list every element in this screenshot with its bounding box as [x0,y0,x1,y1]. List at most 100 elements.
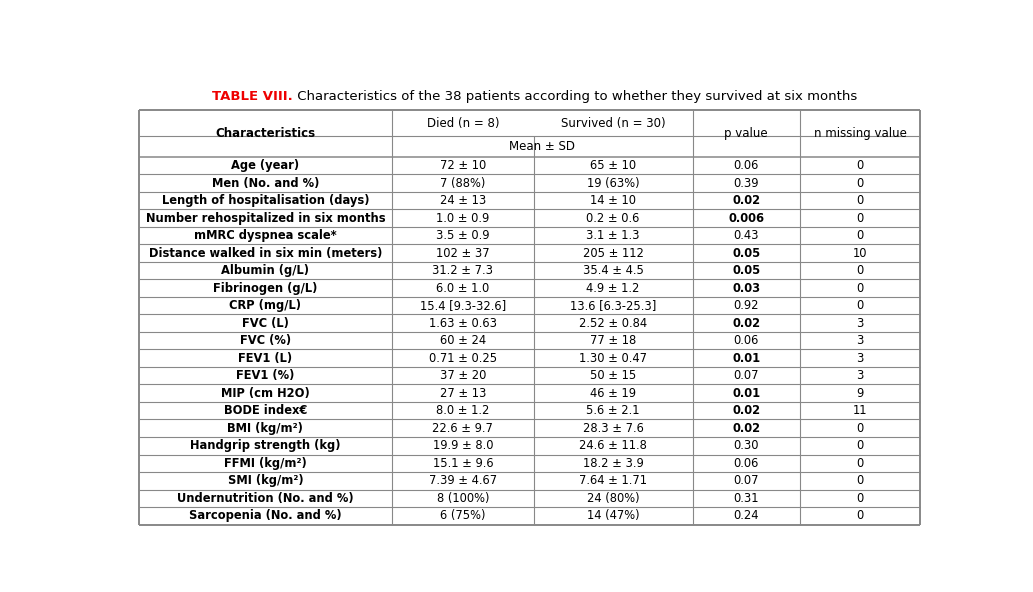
Text: 24.6 ± 11.8: 24.6 ± 11.8 [580,439,647,452]
Text: 0: 0 [856,194,864,207]
Text: 37 ± 20: 37 ± 20 [440,369,487,382]
Text: Albumin (g/L): Albumin (g/L) [221,264,309,277]
Text: 0.31: 0.31 [733,492,759,505]
Text: Number rehospitalized in six months: Number rehospitalized in six months [146,211,385,224]
Text: 0.39: 0.39 [733,176,759,189]
Text: 0: 0 [856,439,864,452]
Text: 0.06: 0.06 [733,457,759,470]
Text: BODE index€: BODE index€ [224,404,307,417]
Text: 8 (100%): 8 (100%) [437,492,489,505]
Text: 65 ± 10: 65 ± 10 [590,159,636,172]
Text: 72 ± 10: 72 ± 10 [440,159,486,172]
Text: 50 ± 15: 50 ± 15 [590,369,636,382]
Text: FFMI (kg/m²): FFMI (kg/m²) [224,457,307,470]
Text: 3.5 ± 0.9: 3.5 ± 0.9 [436,229,490,242]
Text: 0.02: 0.02 [732,422,760,435]
Text: 7.64 ± 1.71: 7.64 ± 1.71 [580,474,647,487]
Text: 24 (80%): 24 (80%) [587,492,639,505]
Text: MIP (cm H2O): MIP (cm H2O) [221,387,310,400]
Text: 7.39 ± 4.67: 7.39 ± 4.67 [429,474,497,487]
Text: 1.0 ± 0.9: 1.0 ± 0.9 [436,211,490,224]
Text: Sarcopenia (No. and %): Sarcopenia (No. and %) [189,509,342,522]
Text: 15.1 ± 9.6: 15.1 ± 9.6 [433,457,493,470]
Text: 0.02: 0.02 [732,317,760,330]
Text: 0.2 ± 0.6: 0.2 ± 0.6 [587,211,639,224]
Text: 1.63 ± 0.63: 1.63 ± 0.63 [429,317,497,330]
Text: 0.24: 0.24 [733,509,759,522]
Text: 0.71 ± 0.25: 0.71 ± 0.25 [429,352,497,365]
Text: Distance walked in six min (meters): Distance walked in six min (meters) [149,247,382,259]
Text: 0.07: 0.07 [733,474,759,487]
Text: 28.3 ± 7.6: 28.3 ± 7.6 [583,422,644,435]
Text: 0.30: 0.30 [733,439,759,452]
Text: 0: 0 [856,457,864,470]
Text: 18.2 ± 3.9: 18.2 ± 3.9 [583,457,644,470]
Text: 0.06: 0.06 [733,334,759,347]
Text: 14 (47%): 14 (47%) [587,509,639,522]
Text: CRP (mg/L): CRP (mg/L) [229,299,302,312]
Text: 0.02: 0.02 [732,194,760,207]
Text: Men (No. and %): Men (No. and %) [212,176,319,189]
Text: 0: 0 [856,492,864,505]
Text: 14 ± 10: 14 ± 10 [590,194,636,207]
Text: 0.006: 0.006 [728,211,764,224]
Text: Characteristics: Characteristics [215,127,315,140]
Text: p value: p value [724,127,768,140]
Text: 35.4 ± 4.5: 35.4 ± 4.5 [583,264,644,277]
Text: 0: 0 [856,282,864,295]
Text: 205 ± 112: 205 ± 112 [583,247,644,259]
Text: Length of hospitalisation (days): Length of hospitalisation (days) [161,194,369,207]
Text: 19 (63%): 19 (63%) [587,176,639,189]
Text: 11: 11 [852,404,868,417]
Text: 0: 0 [856,509,864,522]
Text: 3: 3 [856,317,864,330]
Text: TABLE VIII.: TABLE VIII. [213,89,293,102]
Text: 7 (88%): 7 (88%) [440,176,486,189]
Text: Died (n = 8): Died (n = 8) [427,117,499,130]
Text: 13.6 [6.3-25.3]: 13.6 [6.3-25.3] [570,299,656,312]
Text: 24 ± 13: 24 ± 13 [440,194,486,207]
Text: 19.9 ± 8.0: 19.9 ± 8.0 [433,439,493,452]
Text: 6 (75%): 6 (75%) [440,509,486,522]
Text: 2.52 ± 0.84: 2.52 ± 0.84 [580,317,648,330]
Text: 0.02: 0.02 [732,404,760,417]
Text: FVC (%): FVC (%) [240,334,291,347]
Text: Survived (n = 30): Survived (n = 30) [561,117,665,130]
Text: 3: 3 [856,334,864,347]
Text: 5.6 ± 2.1: 5.6 ± 2.1 [587,404,639,417]
Text: Undernutrition (No. and %): Undernutrition (No. and %) [177,492,353,505]
Text: 3: 3 [856,369,864,382]
Text: 22.6 ± 9.7: 22.6 ± 9.7 [433,422,494,435]
Text: 0.43: 0.43 [733,229,759,242]
Text: 46 ± 19: 46 ± 19 [590,387,636,400]
Text: 102 ± 37: 102 ± 37 [436,247,490,259]
Text: 10: 10 [852,247,868,259]
Text: 3.1 ± 1.3: 3.1 ± 1.3 [587,229,639,242]
Text: 1.30 ± 0.47: 1.30 ± 0.47 [580,352,647,365]
Text: 0.01: 0.01 [732,387,760,400]
Text: 9: 9 [856,387,864,400]
Text: mMRC dyspnea scale*: mMRC dyspnea scale* [194,229,337,242]
Text: 0: 0 [856,264,864,277]
Text: 77 ± 18: 77 ± 18 [590,334,636,347]
Text: 15.4 [9.3-32.6]: 15.4 [9.3-32.6] [419,299,506,312]
Text: 0: 0 [856,211,864,224]
Text: 3: 3 [856,352,864,365]
Text: 0: 0 [856,159,864,172]
Text: 27 ± 13: 27 ± 13 [440,387,487,400]
Text: FEV1 (L): FEV1 (L) [239,352,292,365]
Text: 0.92: 0.92 [733,299,759,312]
Text: Characteristics of the 38 patients according to whether they survived at six mon: Characteristics of the 38 patients accor… [293,89,857,102]
Text: 4.9 ± 1.2: 4.9 ± 1.2 [587,282,639,295]
Text: 6.0 ± 1.0: 6.0 ± 1.0 [436,282,490,295]
Text: SMI (kg/m²): SMI (kg/m²) [227,474,304,487]
Text: Fibrinogen (g/L): Fibrinogen (g/L) [213,282,317,295]
Text: 0: 0 [856,299,864,312]
Text: 0: 0 [856,474,864,487]
Text: 0.01: 0.01 [732,352,760,365]
Text: n missing value: n missing value [814,127,906,140]
Text: Handgrip strength (kg): Handgrip strength (kg) [190,439,341,452]
Text: 0: 0 [856,229,864,242]
Text: 0.06: 0.06 [733,159,759,172]
Text: 0: 0 [856,422,864,435]
